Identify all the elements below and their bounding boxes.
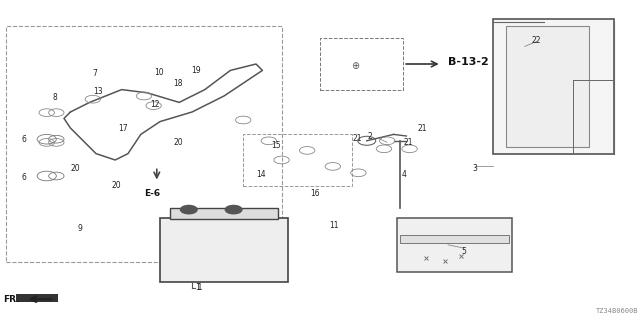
Text: 11: 11 <box>330 221 339 230</box>
Text: 14: 14 <box>256 170 266 179</box>
Text: 6: 6 <box>22 173 27 182</box>
Text: 13: 13 <box>93 87 103 96</box>
Bar <box>320 38 403 90</box>
Text: 19: 19 <box>191 66 201 75</box>
Text: 9: 9 <box>77 224 83 233</box>
Bar <box>243 134 352 186</box>
Text: 8: 8 <box>52 93 57 102</box>
Text: 21: 21 <box>418 124 427 132</box>
Bar <box>160 218 288 282</box>
Text: 20: 20 <box>111 181 122 190</box>
Bar <box>506 26 589 147</box>
Bar <box>400 235 509 243</box>
Text: 10: 10 <box>154 68 164 76</box>
Text: B-13-2: B-13-2 <box>448 57 489 68</box>
Text: 12: 12 <box>150 100 159 108</box>
Bar <box>397 218 512 272</box>
Text: E-6: E-6 <box>144 189 161 198</box>
Text: 15: 15 <box>271 141 282 150</box>
Text: 7: 7 <box>92 69 97 78</box>
Text: TZ34B0600B: TZ34B0600B <box>596 308 639 314</box>
Text: ⊕: ⊕ <box>351 60 359 71</box>
Text: 17: 17 <box>118 124 128 132</box>
Text: 16: 16 <box>310 189 320 198</box>
Text: 5: 5 <box>461 247 466 256</box>
Bar <box>6 26 282 262</box>
Text: 21: 21 <box>353 134 362 143</box>
Text: 4: 4 <box>402 170 407 179</box>
Text: 22: 22 <box>532 36 541 44</box>
Text: 21: 21 <box>404 138 413 147</box>
Bar <box>16 294 58 302</box>
Text: 3: 3 <box>472 164 477 172</box>
Circle shape <box>180 205 197 214</box>
Text: 20: 20 <box>70 164 81 173</box>
Text: 20: 20 <box>173 138 183 147</box>
Bar <box>170 208 278 219</box>
Text: 6: 6 <box>22 135 27 144</box>
Text: 18: 18 <box>173 79 182 88</box>
Circle shape <box>225 205 242 214</box>
Text: 1: 1 <box>195 284 200 292</box>
Bar <box>493 19 614 154</box>
Text: FR.: FR. <box>3 295 20 304</box>
Text: 2: 2 <box>367 132 372 140</box>
Text: 1: 1 <box>197 284 203 292</box>
